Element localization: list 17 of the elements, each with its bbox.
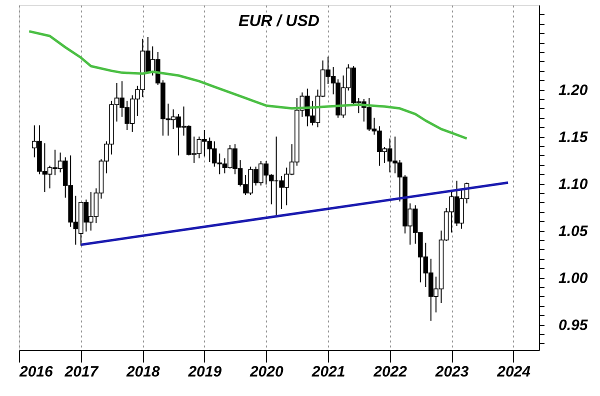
y-tick-label: 0.95 [558,317,588,334]
y-tick-label: 1.15 [558,129,588,146]
x-tick-label: 2024 [496,364,532,380]
line-series [28,30,468,140]
x-tick-label: 2016 [18,364,54,380]
x-tick-label: 2022 [372,364,408,380]
x-tick-label: 2017 [64,364,99,380]
x-tick-label: 2020 [248,364,284,380]
x-tick-label: 2023 [434,364,470,380]
y-tick-label: 1.00 [558,270,588,288]
chart-title: EUR / USD [238,13,320,30]
y-tick-label: 1.20 [558,82,588,100]
y-tick-label: 1.10 [558,176,588,194]
x-tick-label: 2021 [310,364,346,380]
x-tick-label: 2018 [125,364,160,380]
y-tick-label: 1.05 [558,223,588,240]
x-tick-label: 2019 [187,364,222,380]
